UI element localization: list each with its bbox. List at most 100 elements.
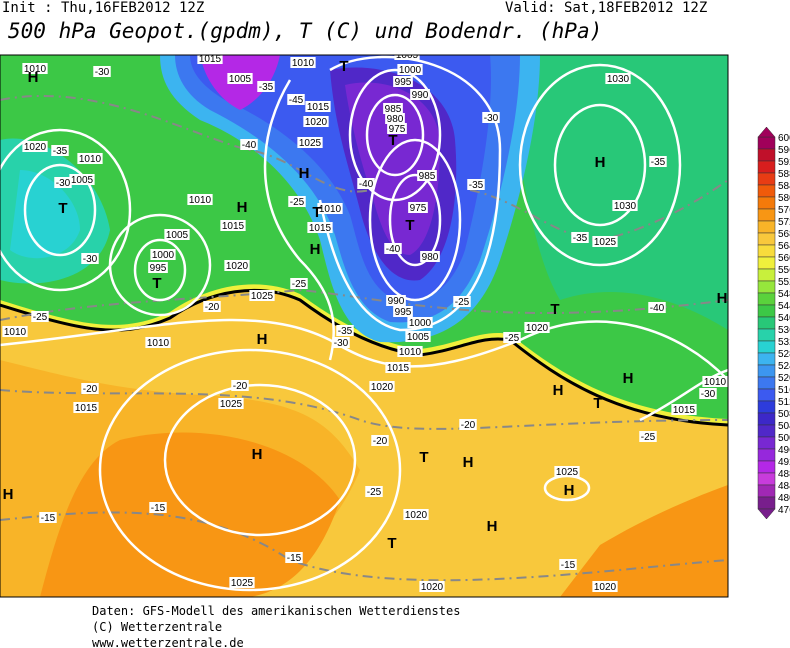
isotherm-label: -35 [338,326,353,337]
isotherm-label: -30 [95,67,110,78]
isobar-label: 1025 [231,578,254,589]
isotherm-label: -40 [242,140,257,151]
map-frame [0,54,729,598]
isotherm-label-box [453,296,471,307]
colorbar-swatch [757,304,776,318]
isotherm-label-box [699,388,717,399]
colorbar-label: 492 [778,457,790,468]
isotherm-label: -25 [641,432,656,443]
isobar-label: 1015 [222,221,245,232]
isobar-label-box [307,222,333,233]
isobar-label: 1015 [307,102,330,113]
isobar-label: 1010 [704,377,727,388]
colorbar-swatch [757,160,776,174]
footer-line: (C) Wetterzentrale [92,620,222,634]
pressure-system: H [487,518,498,535]
pressure-system: T [312,204,321,221]
isotherm-label: -35 [651,157,666,168]
colorbar-label: 580 [778,193,790,204]
isobar-label: 1010 [4,327,27,338]
field [40,432,340,597]
isotherm-label-box [459,419,477,430]
pressure-system: H [299,165,310,182]
colorbar-label: 588 [778,169,790,180]
isobar-label: 975 [410,203,427,214]
isobar-label: 1015 [387,363,410,374]
isotherm-label: -30 [334,338,349,349]
isobar-label-box [386,295,406,306]
colorbar-swatch [757,400,776,414]
pressure-system: T [387,535,396,552]
isotherm-label: -35 [259,82,274,93]
isobar-label: 1020 [24,142,47,153]
isotherm-label: -30 [484,113,499,124]
pressure-system: T [405,217,414,234]
isotherm-label-box [467,179,485,190]
pressure-system: H [564,482,575,499]
isotherm-label-box [371,435,389,446]
isobar-label-box [305,101,331,112]
isobar-label: 1030 [614,201,637,212]
pressure-system: H [553,382,564,399]
isobar-label: 1025 [251,291,274,302]
isotherm-label: -25 [292,279,307,290]
isotherm-label: -20 [233,381,248,392]
isobar-label-box [393,76,413,87]
colorbar-label: 572 [778,217,790,228]
isotherm-label-box [503,332,521,343]
colorbar-swatch [757,220,776,234]
isobar-label-box [187,194,213,205]
colorbar-label: 556 [778,265,790,276]
isobar-label: 990 [388,296,405,307]
colorbar-label: 476 [778,505,790,516]
isobar-label-box [164,229,190,240]
isobar-label: 1020 [526,323,549,334]
colorbar-swatch [757,208,776,222]
isobar-label: 1005 [166,230,189,241]
isotherm-label-box [93,66,111,77]
isotherm-label: -15 [151,503,166,514]
colorbar-swatch [757,448,776,462]
colorbar-arrow [757,126,776,138]
isobar-label-box [290,57,316,68]
colorbar-swatch [757,388,776,402]
isobar-label-box [197,55,223,64]
colorbar-label: 512 [778,397,790,408]
isobar-label-box [420,251,440,262]
isobar-label: 980 [387,114,404,125]
pressure-system: H [257,331,268,348]
colorbar-label: 560 [778,253,790,264]
colorbar-swatch [757,436,776,450]
isobar-label-box [397,346,423,357]
isobar-label: 990 [412,90,429,101]
pressure-system: H [28,69,39,86]
isobar-label-box [612,200,638,211]
colorbar-label: 540 [778,313,790,324]
colorbar-swatch [757,412,776,426]
isobar-label-box [671,404,697,415]
isotherm-label: -20 [373,436,388,447]
isobar-label: 985 [419,171,436,182]
isobar-label: 1020 [594,582,617,593]
isobar-label: 980 [422,252,439,263]
colorbar-label: 548 [778,289,790,300]
colorbar-swatch [757,496,776,510]
isobar-label: 1020 [405,510,428,521]
isotherm-label: -40 [359,179,374,190]
isobar-label: 975 [389,124,406,135]
isobar-label: 1000 [152,250,175,261]
isotherm-label: -25 [455,297,470,308]
isobar-label-box [403,509,429,520]
pressure-system: H [623,370,634,387]
valid-time: Valid: Sat,18FEB2012 12Z [505,0,707,16]
isotherm-label: -15 [41,513,56,524]
colorbar-label: 528 [778,349,790,360]
isobar-label-box [385,113,405,124]
pressure-system: T [339,58,348,75]
pressure-system: H [237,199,248,216]
colorbar-swatch [757,172,776,186]
isotherm-label: -25 [367,487,382,498]
colorbar-label: 520 [778,373,790,384]
isobar-label-box [383,103,403,114]
